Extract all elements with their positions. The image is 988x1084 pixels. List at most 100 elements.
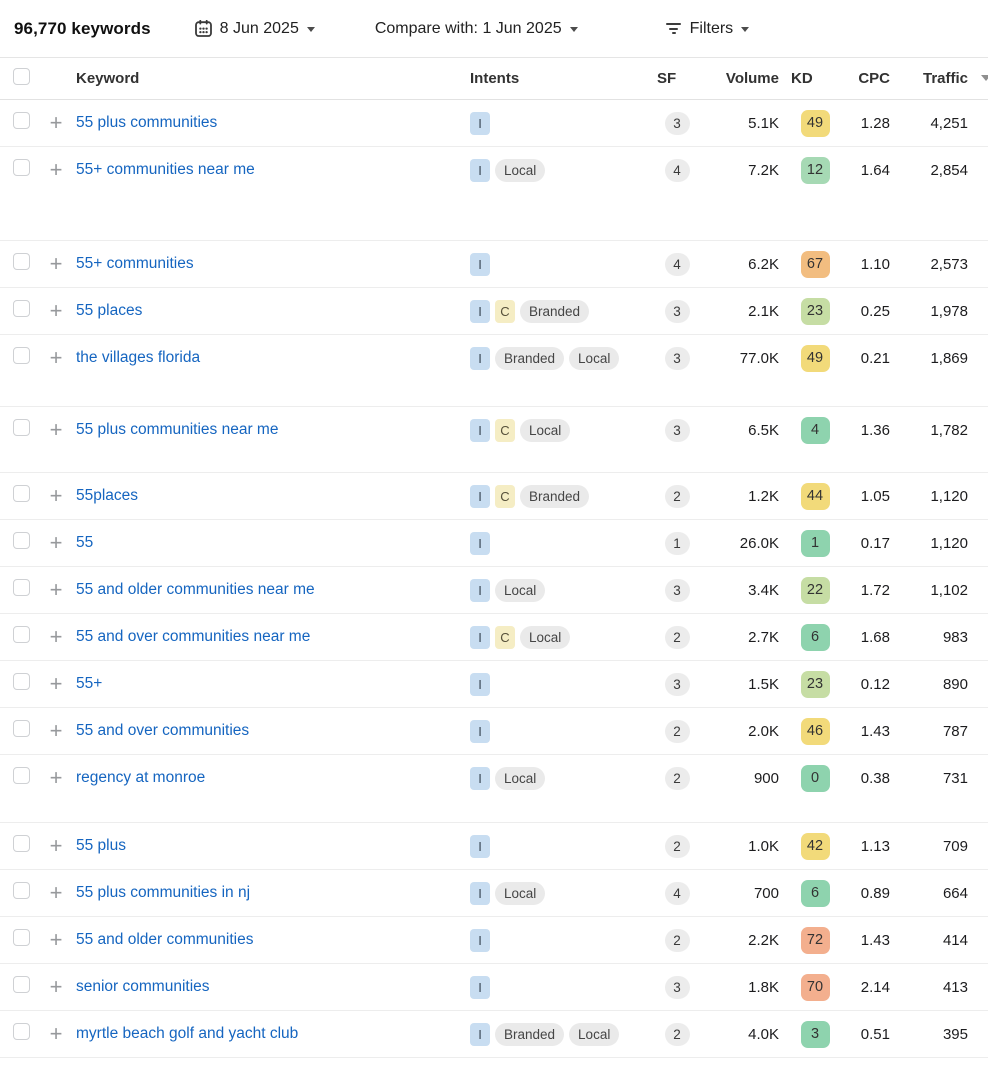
row-checkbox[interactable]: [13, 626, 30, 643]
row-checkbox[interactable]: [13, 159, 30, 176]
keyword-link[interactable]: 55 and older communities near me: [76, 581, 315, 598]
intent-i-badge: I: [470, 834, 490, 858]
keyword-link[interactable]: 55 plus: [76, 837, 126, 854]
keyword-link[interactable]: the villages florida: [76, 349, 201, 366]
volume-value: 1.2K: [748, 487, 779, 505]
keyword-link[interactable]: myrtle beach golf and yacht club: [76, 1025, 299, 1042]
row-checkbox[interactable]: [13, 253, 30, 270]
filters-button[interactable]: Filters: [666, 20, 750, 38]
add-keyword-icon[interactable]: +: [49, 157, 63, 182]
kd-badge: 23: [800, 670, 830, 698]
intents-cell: I Local: [470, 881, 655, 905]
add-keyword-icon[interactable]: +: [49, 483, 63, 508]
volume-value: 7.2K: [748, 161, 779, 179]
add-keyword-icon[interactable]: +: [49, 718, 63, 743]
select-all-checkbox[interactable]: [13, 68, 30, 85]
keyword-link[interactable]: 55places: [76, 487, 139, 504]
add-keyword-icon[interactable]: +: [49, 880, 63, 905]
row-checkbox[interactable]: [13, 532, 30, 549]
traffic-value: 890: [942, 675, 968, 693]
row-checkbox[interactable]: [13, 347, 30, 364]
keyword-link[interactable]: 55 and older communities: [76, 931, 254, 948]
keyword-link[interactable]: 55+: [76, 675, 103, 692]
volume-value: 1.8K: [748, 978, 779, 996]
col-header-cpc[interactable]: CPC: [858, 70, 890, 87]
row-checkbox[interactable]: [13, 419, 30, 436]
row-checkbox[interactable]: [13, 112, 30, 129]
sf-badge: 4: [664, 252, 690, 276]
sf-badge: 3: [664, 672, 690, 696]
add-keyword-icon[interactable]: +: [49, 530, 63, 555]
intent-tag-local: Local: [495, 158, 546, 182]
cpc-value: 1.13: [860, 837, 890, 855]
keyword-link[interactable]: senior communities: [76, 978, 210, 995]
col-header-keyword[interactable]: Keyword: [76, 70, 140, 87]
intents-cell: I: [470, 531, 655, 555]
compare-dropdown[interactable]: Compare with: 1 Jun 2025: [375, 20, 578, 38]
keyword-link[interactable]: 55 and over communities: [76, 722, 250, 739]
add-keyword-icon[interactable]: +: [49, 417, 63, 442]
kd-badge: 3: [800, 1020, 830, 1048]
add-keyword-icon[interactable]: +: [49, 927, 63, 952]
intents-cell: I: [470, 252, 655, 276]
intent-c-badge: C: [495, 484, 515, 508]
row-checkbox[interactable]: [13, 882, 30, 899]
keyword-link[interactable]: 55 and over communities near me: [76, 628, 311, 645]
keyword-link[interactable]: 55+ communities: [76, 255, 194, 272]
intent-i-badge: I: [470, 766, 490, 790]
add-keyword-icon[interactable]: +: [49, 1021, 63, 1046]
add-keyword-icon[interactable]: +: [49, 345, 63, 370]
col-header-sf[interactable]: SF: [657, 70, 677, 87]
keyword-link[interactable]: 55 plus communities: [76, 114, 218, 131]
intents-cell: I Branded Local: [470, 1022, 655, 1046]
cpc-value: 1.36: [860, 421, 890, 439]
row-checkbox[interactable]: [13, 579, 30, 596]
row-checkbox[interactable]: [13, 835, 30, 852]
row-checkbox[interactable]: [13, 300, 30, 317]
volume-value: 3.4K: [748, 581, 779, 599]
col-header-traffic[interactable]: Traffic: [922, 70, 968, 87]
volume-value: 4.0K: [748, 1025, 779, 1043]
intent-tag-branded: Branded: [495, 1022, 565, 1046]
intents-cell: I: [470, 111, 655, 135]
row-checkbox[interactable]: [13, 929, 30, 946]
col-header-volume[interactable]: Volume: [725, 70, 779, 87]
add-keyword-icon[interactable]: +: [49, 251, 63, 276]
add-keyword-icon[interactable]: +: [49, 577, 63, 602]
chevron-down-icon: [569, 27, 578, 32]
intent-tag-branded: Branded: [520, 484, 590, 508]
row-checkbox[interactable]: [13, 720, 30, 737]
add-keyword-icon[interactable]: +: [49, 624, 63, 649]
keyword-link[interactable]: 55+ communities near me: [76, 161, 255, 178]
table-row: + 55 and over communities near me I C Loca…: [0, 614, 988, 661]
row-checkbox[interactable]: [13, 485, 30, 502]
keyword-link[interactable]: 55 places: [76, 302, 143, 319]
kd-badge: 1: [800, 529, 830, 557]
cpc-value: 0.89: [860, 884, 890, 902]
keyword-link[interactable]: regency at monroe: [76, 769, 206, 786]
intents-cell: I Local: [470, 578, 655, 602]
date-picker-dropdown[interactable]: 8 Jun 2025: [194, 19, 315, 38]
keyword-link[interactable]: 55 plus communities in nj: [76, 884, 251, 901]
add-keyword-icon[interactable]: +: [49, 671, 63, 696]
row-checkbox[interactable]: [13, 976, 30, 993]
row-checkbox[interactable]: [13, 1023, 30, 1040]
add-keyword-icon[interactable]: +: [49, 833, 63, 858]
add-keyword-icon[interactable]: +: [49, 765, 63, 790]
row-checkbox[interactable]: [13, 767, 30, 784]
date-label: 8 Jun 2025: [219, 19, 299, 37]
add-keyword-icon[interactable]: +: [49, 110, 63, 135]
volume-value: 77.0K: [739, 349, 779, 367]
intent-i-badge: I: [470, 672, 490, 696]
add-keyword-icon[interactable]: +: [49, 974, 63, 999]
sf-badge: 1: [664, 531, 690, 555]
add-keyword-icon[interactable]: +: [49, 298, 63, 323]
traffic-value: 414: [942, 931, 968, 949]
table-row: + 55 plus communities I 3 5.1K 49 1.28 4…: [0, 100, 988, 147]
keyword-link[interactable]: 55 plus communities near me: [76, 421, 279, 438]
row-checkbox[interactable]: [13, 673, 30, 690]
col-header-kd[interactable]: KD: [791, 70, 813, 87]
intents-cell: I Local: [470, 766, 655, 790]
intent-i-badge: I: [470, 1022, 490, 1046]
keyword-link[interactable]: 55: [76, 534, 94, 551]
